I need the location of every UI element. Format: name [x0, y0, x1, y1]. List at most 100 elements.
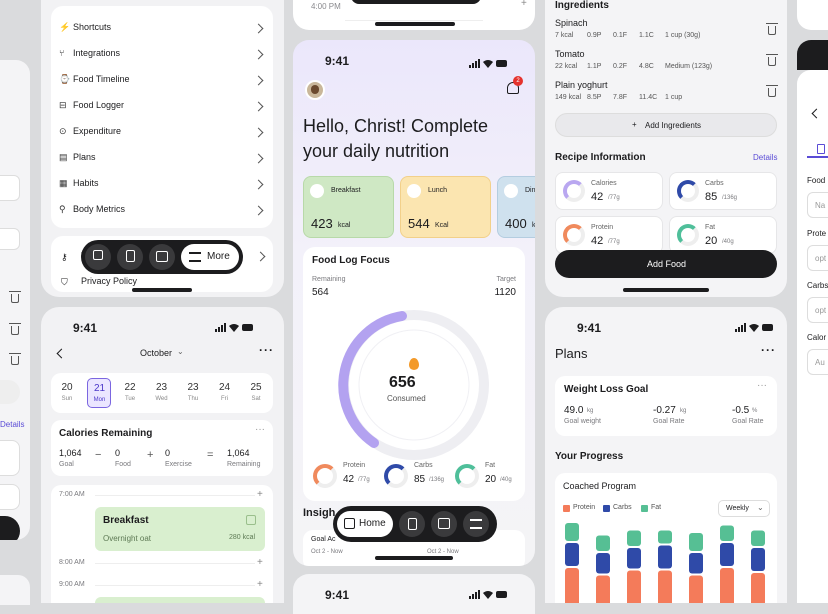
- nav-home-button[interactable]: Home: [337, 511, 393, 537]
- bar-protein-1: [565, 568, 579, 603]
- plus-icon[interactable]: +: [257, 557, 263, 568]
- month-selector[interactable]: October: [140, 348, 173, 358]
- back-icon[interactable]: [811, 108, 822, 119]
- period-select[interactable]: Weekly ⌄: [718, 500, 770, 517]
- divider: [95, 585, 255, 586]
- nav-home-button[interactable]: [85, 244, 111, 270]
- plus-icon[interactable]: +: [521, 0, 527, 9]
- menu-item-label: Food Timeline: [73, 74, 130, 84]
- breakfast-block[interactable]: Breakfast Overnight oat 280 kcal: [95, 507, 265, 551]
- day-number: 23: [155, 382, 168, 393]
- status-time: 9:41: [577, 321, 602, 335]
- menu-item[interactable]: ⚡ Shortcuts: [51, 20, 273, 40]
- placeholder: opt: [815, 306, 827, 315]
- trash-icon[interactable]: [766, 85, 778, 97]
- goal-stat-unit: kg: [680, 408, 687, 414]
- trash-icon[interactable]: [9, 291, 21, 303]
- avatar[interactable]: [305, 80, 325, 100]
- meal-card[interactable]: Breakfast 423 kcal: [303, 176, 394, 238]
- home-indicator: [623, 288, 709, 292]
- nav-stats-button[interactable]: [149, 244, 175, 270]
- add-ingredients-button[interactable]: + Add Ingredients: [555, 113, 777, 137]
- details-link[interactable]: Details: [753, 153, 778, 162]
- name-input[interactable]: Na: [807, 192, 828, 218]
- left-input[interactable]: [0, 175, 20, 201]
- meal-name: Breakfast: [331, 187, 361, 194]
- meal-card[interactable]: Din 400 kc: [497, 176, 535, 238]
- weight-loss-goal-card[interactable]: Weight Loss Goal ··· 49.0 kg Goal weight…: [555, 376, 777, 436]
- menu-item-label: Shortcuts: [73, 22, 112, 32]
- calendar-day[interactable]: 23 Thu: [181, 378, 205, 408]
- ingredients-title: Ingredients: [555, 0, 609, 11]
- stat-value: 85: [705, 191, 718, 203]
- add-food-button[interactable]: Add Food: [555, 250, 777, 278]
- macro-name: Protein: [343, 462, 366, 469]
- meal-kcal-unit: kc: [532, 222, 535, 229]
- bar-fat-5: [689, 533, 703, 551]
- protein-input[interactable]: opt: [807, 245, 828, 271]
- calendar-day[interactable]: 24 Fri: [213, 378, 237, 408]
- menu-item[interactable]: ⚲ Body Metrics: [51, 202, 273, 222]
- menu-list: ⚡ Shortcuts ⑂ Integrations ⌚ Food Timeli…: [51, 6, 273, 228]
- calories-input[interactable]: Au: [807, 349, 828, 375]
- more-icon[interactable]: ···: [761, 343, 776, 357]
- goal-label: Goal Ac: [311, 536, 336, 543]
- menu-item-privacy[interactable]: Privacy Policy: [81, 276, 138, 286]
- key-icon: ⚷: [61, 252, 68, 262]
- more-icon[interactable]: ···: [259, 343, 274, 357]
- bar-carbs-6: [720, 543, 734, 566]
- nav-more-button[interactable]: More: [181, 244, 239, 270]
- nav-stats-button[interactable]: [431, 511, 457, 537]
- left-pill-button[interactable]: [0, 380, 20, 404]
- greeting-title: Hello, Christ! Complete your daily nutri…: [303, 116, 489, 161]
- checkbox[interactable]: [246, 515, 256, 525]
- details-link[interactable]: Details: [0, 420, 25, 429]
- left-dark-button[interactable]: [0, 516, 20, 540]
- trash-icon[interactable]: [9, 353, 21, 365]
- nav-log-button[interactable]: [117, 244, 143, 270]
- menu-item[interactable]: ▦ Habits: [51, 176, 273, 196]
- meal-card[interactable]: Lunch 544 Kcal: [400, 176, 491, 238]
- menu-item-label: Food Logger: [73, 100, 125, 110]
- goal-date: Oct 2 - Now: [311, 549, 343, 555]
- calendar-day[interactable]: 25 Sat: [244, 378, 268, 408]
- bar-fat-3: [627, 530, 641, 546]
- target-value: 1120: [494, 287, 516, 298]
- plus-icon[interactable]: +: [257, 579, 263, 590]
- left-select[interactable]: [0, 228, 20, 250]
- calendar-day[interactable]: 22 Tue: [118, 378, 142, 408]
- tab-food[interactable]: [807, 140, 828, 158]
- chart-icon: [438, 518, 450, 529]
- ingredient-info: 7 kcal: [555, 32, 574, 39]
- bar-carbs-3: [627, 548, 641, 569]
- calendar-day[interactable]: 23 Wed: [150, 378, 174, 408]
- next-meal-block[interactable]: [95, 597, 265, 603]
- calendar-day[interactable]: 21 Mon: [86, 378, 111, 408]
- legend-label: Fat: [651, 504, 662, 511]
- chevron-right-icon: [253, 205, 264, 216]
- plus-icon[interactable]: +: [257, 489, 263, 500]
- remaining-label: Remaining: [312, 276, 346, 283]
- calendar-day[interactable]: 20 Sun: [55, 378, 79, 408]
- back-icon[interactable]: [56, 348, 67, 359]
- trash-icon[interactable]: [766, 23, 778, 35]
- menu-item[interactable]: ▤ Plans: [51, 150, 273, 170]
- trash-icon[interactable]: [9, 323, 21, 335]
- menu-item[interactable]: ⑂ Integrations: [51, 46, 273, 66]
- insights-title: Insigh: [303, 507, 336, 519]
- chevron-down-icon: ⌄: [757, 503, 764, 512]
- trash-icon[interactable]: [766, 54, 778, 66]
- toggles-icon: [470, 519, 482, 529]
- nav-log-button[interactable]: [399, 511, 425, 537]
- body-metrics-icon: ⚲: [59, 204, 66, 214]
- more-icon[interactable]: ···: [757, 380, 767, 391]
- more-icon[interactable]: ···: [255, 424, 265, 435]
- goal-stat-label: Goal Rate: [732, 418, 764, 425]
- menu-item[interactable]: ⊙ Expenditure: [51, 124, 273, 144]
- menu-item[interactable]: ⌚ Food Timeline: [51, 72, 273, 92]
- carbs-input[interactable]: opt: [807, 297, 828, 323]
- menu-item[interactable]: ⊟ Food Logger: [51, 98, 273, 118]
- plans-icon: ▤: [59, 152, 68, 162]
- nav-more-button[interactable]: [463, 511, 489, 537]
- right-edge-dark: [797, 40, 828, 70]
